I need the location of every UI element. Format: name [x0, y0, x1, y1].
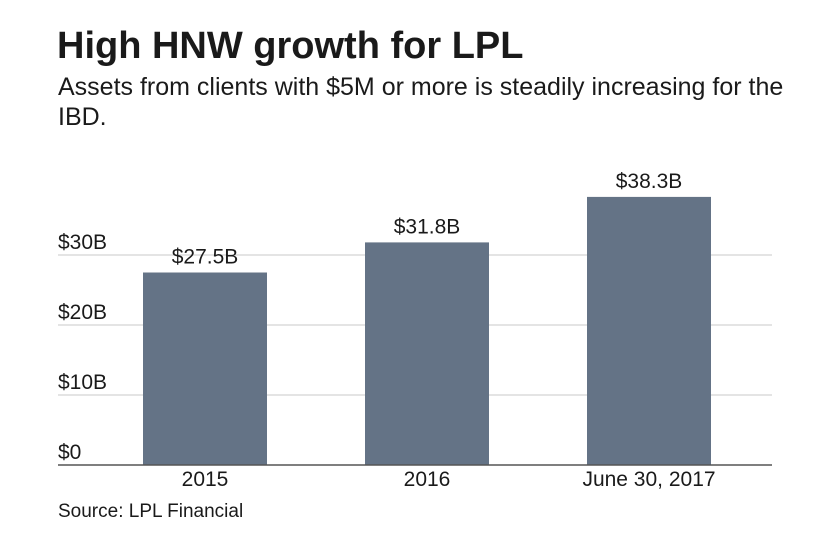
- data-label-1: $27.5B: [172, 246, 239, 269]
- source-note: Source: LPL Financial: [58, 501, 244, 522]
- chart-title: High HNW growth for LPL: [57, 25, 524, 67]
- x-tick-label-3: June 30, 2017: [582, 468, 715, 491]
- bar-3: [587, 196, 711, 465]
- chart-subtitle: Assets from clients with $5M or more is …: [58, 73, 784, 131]
- x-tick-label-1: 2015: [182, 468, 229, 491]
- data-label-3: $38.3B: [616, 170, 683, 193]
- x-tick-label-2: 2016: [404, 468, 451, 491]
- y-tick-label-30: $30B: [58, 231, 107, 254]
- y-tick-label-20: $20B: [58, 301, 107, 324]
- y-tick-label-0: $0: [58, 441, 81, 464]
- bar-2: [365, 242, 489, 465]
- y-tick-label-10: $10B: [58, 371, 107, 394]
- data-label-2: $31.8B: [394, 215, 461, 238]
- bar-1: [143, 272, 267, 465]
